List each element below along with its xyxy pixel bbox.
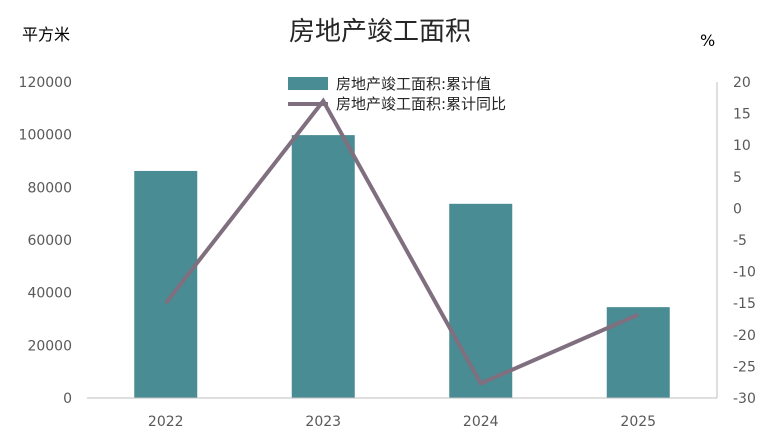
right-tick-label: -5 bbox=[733, 233, 747, 249]
legend: 房地产竣工面积:累计值 房地产竣工面积:累计同比 bbox=[288, 75, 506, 113]
x-tick-label: 2024 bbox=[463, 414, 499, 430]
right-axis-unit: % bbox=[700, 31, 715, 50]
legend-line-label: 房地产竣工面积:累计同比 bbox=[336, 95, 506, 113]
bar bbox=[449, 203, 513, 398]
right-tick-label: -20 bbox=[733, 328, 756, 344]
legend-bar-label: 房地产竣工面积:累计值 bbox=[336, 75, 491, 93]
bar-series bbox=[134, 135, 670, 398]
left-tick-label: 0 bbox=[63, 391, 72, 407]
left-tick-label: 80000 bbox=[27, 180, 72, 196]
right-tick-label: 20 bbox=[733, 75, 751, 91]
right-tick-label: -25 bbox=[733, 359, 756, 375]
x-tick-label: 2023 bbox=[305, 414, 341, 430]
x-axis-ticks: 2022 2023 2024 2025 bbox=[148, 414, 656, 430]
right-axis-ticks: -30 -25 -20 -15 -10 -5 0 5 10 15 20 bbox=[733, 75, 756, 407]
bar bbox=[134, 170, 198, 398]
left-tick-label: 20000 bbox=[27, 338, 72, 354]
left-tick-label: 100000 bbox=[19, 128, 72, 144]
x-tick-label: 2022 bbox=[148, 414, 184, 430]
right-tick-label: 15 bbox=[733, 107, 751, 123]
left-tick-label: 60000 bbox=[27, 233, 72, 249]
x-tick-label: 2025 bbox=[620, 414, 656, 430]
left-axis-ticks: 0 20000 40000 60000 80000 100000 120000 bbox=[19, 75, 72, 407]
left-tick-label: 40000 bbox=[27, 286, 72, 302]
right-tick-label: -15 bbox=[733, 296, 756, 312]
bar bbox=[606, 307, 670, 398]
bar bbox=[291, 135, 355, 398]
chart-title: 房地产竣工面积 bbox=[289, 17, 471, 47]
right-tick-label: -30 bbox=[733, 391, 756, 407]
right-tick-label: -10 bbox=[733, 265, 756, 281]
right-tick-label: 10 bbox=[733, 138, 751, 154]
line-series bbox=[164, 97, 640, 387]
left-tick-label: 120000 bbox=[19, 75, 72, 91]
right-tick-label: 0 bbox=[733, 201, 742, 217]
legend-bar-swatch bbox=[288, 77, 328, 90]
right-tick-label: 5 bbox=[733, 170, 742, 186]
left-axis-unit: 平方米 bbox=[22, 25, 70, 44]
line-path bbox=[164, 97, 640, 387]
